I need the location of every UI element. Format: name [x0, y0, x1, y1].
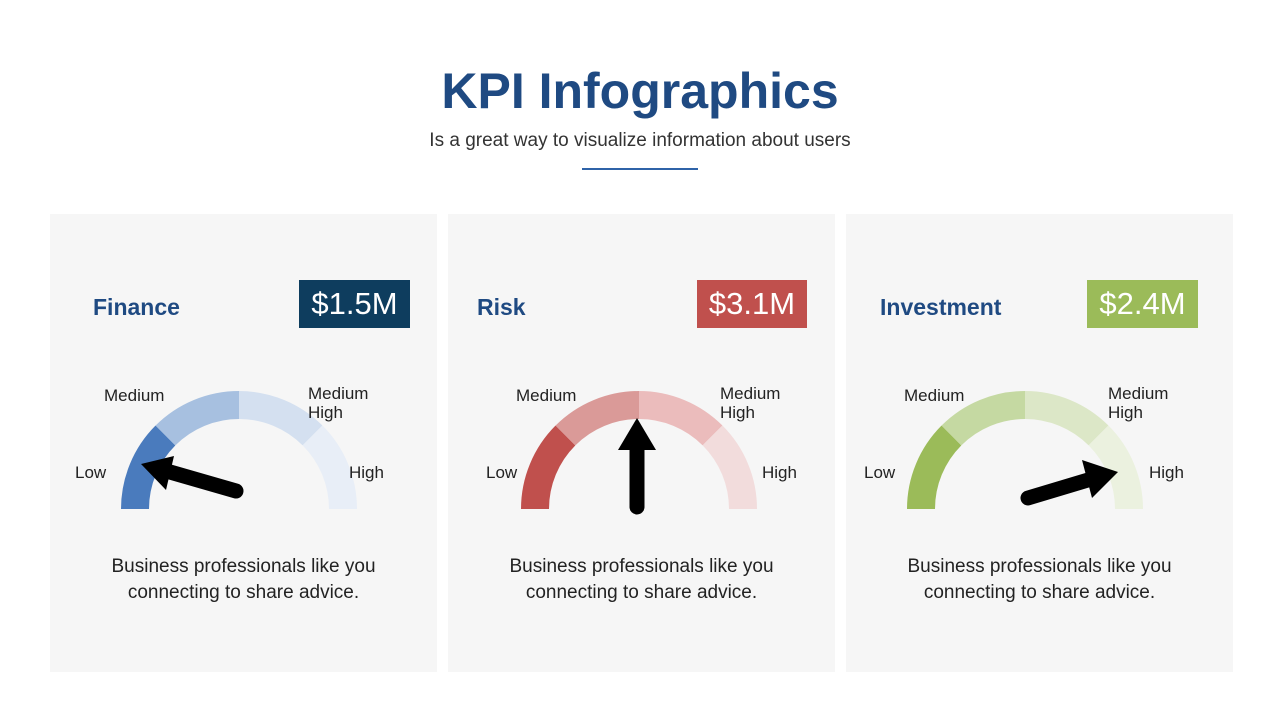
- label-high: High: [1149, 463, 1184, 482]
- needle-arrowhead-icon: [618, 418, 656, 450]
- gauge-segment-medium-high: [1025, 391, 1109, 446]
- gauge-segment-high: [1088, 425, 1143, 509]
- kpi-card-finance: Finance $1.5M Low Medium Medium High Hig…: [50, 214, 437, 672]
- gauge-segment-low: [907, 425, 962, 509]
- label-medium-high-line1: Medium: [1108, 384, 1168, 403]
- label-medium-high-line2: High: [308, 403, 343, 422]
- description-line-2: connecting to share advice.: [127, 582, 360, 603]
- label-medium-high-line2: High: [720, 403, 755, 422]
- card-title: Finance: [93, 294, 180, 320]
- kpi-card-risk: Risk $3.1M Low Medium Medium High High B…: [448, 214, 835, 672]
- value-badge: $1.5M: [299, 280, 410, 328]
- kpi-card-investment: Investment $2.4M Low Medium Medium High …: [846, 214, 1233, 672]
- gauge-segment-high: [302, 425, 357, 509]
- gauge-needle: [1020, 472, 1096, 506]
- needle-arrowhead-icon: [1082, 460, 1118, 498]
- label-low: Low: [486, 463, 518, 482]
- label-high: High: [762, 463, 797, 482]
- label-medium: Medium: [104, 386, 164, 405]
- description-line-1: Business professionals like you: [111, 556, 376, 577]
- page-subtitle: Is a great way to visualize information …: [429, 130, 851, 151]
- card-description: Business professionals like you connecti…: [846, 554, 1233, 606]
- card-description: Business professionals like you connecti…: [50, 554, 437, 606]
- label-high: High: [349, 463, 384, 482]
- label-medium-high-line1: Medium: [720, 384, 780, 403]
- gauge-segment-medium-high: [239, 391, 323, 446]
- gauge-chart: Low Medium Medium High High: [486, 384, 797, 515]
- needle-arrowhead-icon: [141, 456, 174, 490]
- label-medium: Medium: [516, 386, 576, 405]
- gauge-segment-medium: [155, 391, 239, 446]
- card-title: Risk: [477, 294, 526, 320]
- description-line-2: connecting to share advice.: [923, 582, 1156, 603]
- label-medium: Medium: [904, 386, 964, 405]
- title-divider: [582, 168, 698, 170]
- gauge-segment-medium: [555, 391, 639, 446]
- page-title: KPI Infographics: [441, 63, 839, 119]
- value-badge: $2.4M: [1087, 280, 1198, 328]
- description-line-2: connecting to share advice.: [525, 582, 758, 603]
- value-badge: $3.1M: [697, 280, 807, 328]
- gauge-needle: [162, 464, 244, 499]
- label-low: Low: [864, 463, 896, 482]
- description-line-1: Business professionals like you: [509, 556, 774, 577]
- gauge-segment-low: [521, 425, 576, 509]
- label-medium-high-line1: Medium: [308, 384, 368, 403]
- gauge-segment-medium-high: [639, 391, 723, 446]
- description-line-1: Business professionals like you: [907, 556, 1172, 577]
- label-medium-high-line2: High: [1108, 403, 1143, 422]
- gauge-segment-medium: [941, 391, 1025, 446]
- card-description: Business professionals like you connecti…: [448, 554, 835, 606]
- label-low: Low: [75, 463, 107, 482]
- gauge-chart: Low Medium Medium High High: [75, 384, 384, 509]
- gauge-segment-high: [702, 425, 757, 509]
- card-title: Investment: [880, 294, 1002, 320]
- gauge-chart: Low Medium Medium High High: [864, 384, 1184, 509]
